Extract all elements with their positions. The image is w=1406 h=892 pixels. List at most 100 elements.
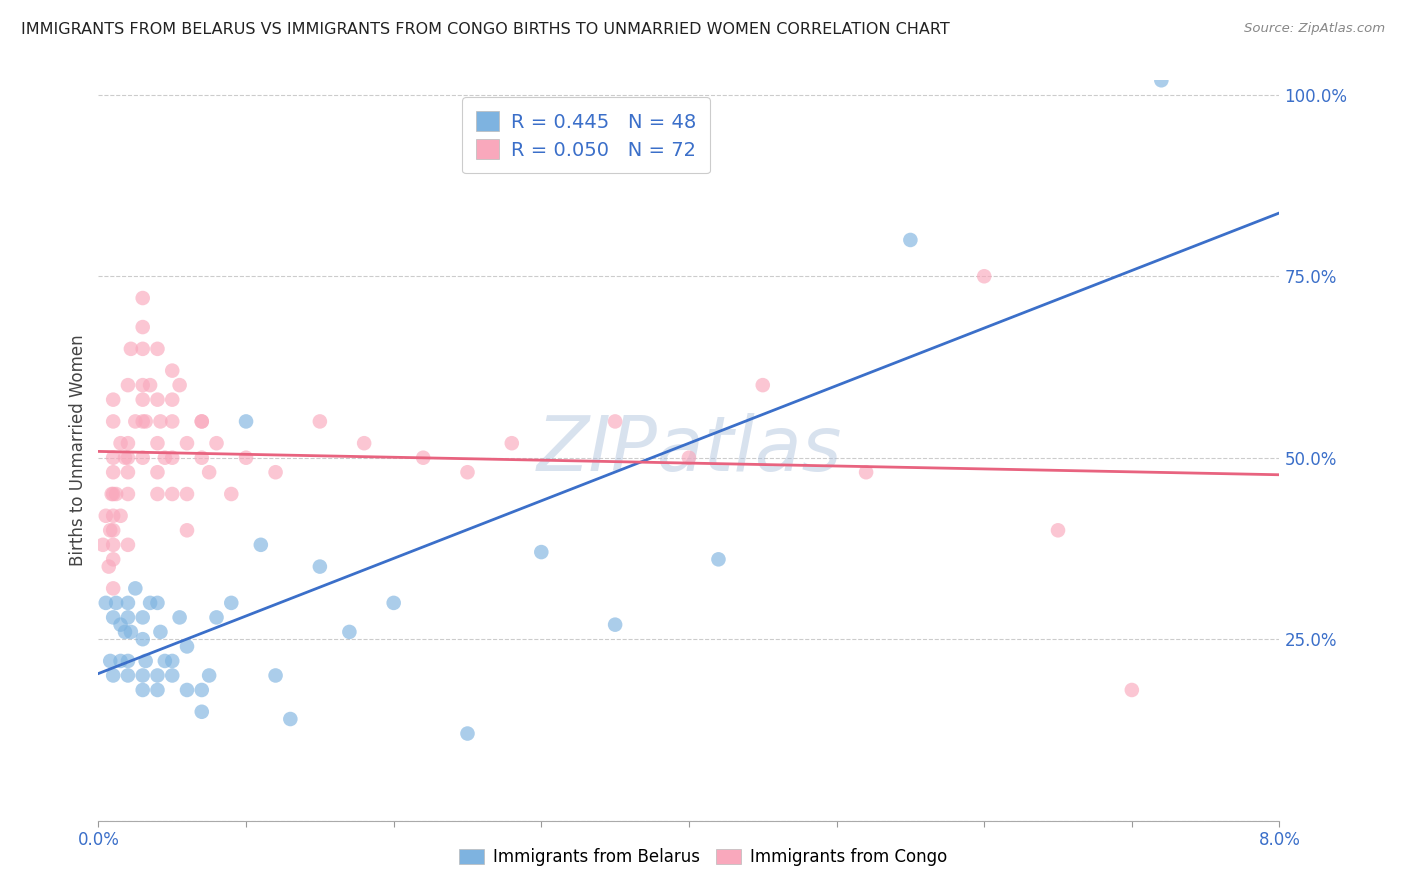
Point — [132, 450, 155, 465]
Point — [103, 524, 125, 538]
Point — [103, 450, 125, 465]
Point — [120, 342, 142, 356]
Point — [162, 363, 183, 377]
Point — [105, 487, 128, 501]
Point — [149, 624, 172, 639]
Point — [105, 596, 128, 610]
Point — [146, 342, 169, 356]
Point — [103, 487, 125, 501]
Point — [132, 392, 155, 407]
Y-axis label: Births to Unmarried Women: Births to Unmarried Women — [69, 334, 87, 566]
Point — [94, 596, 117, 610]
Point — [117, 450, 139, 465]
Point — [110, 436, 132, 450]
Text: IMMIGRANTS FROM BELARUS VS IMMIGRANTS FROM CONGO BIRTHS TO UNMARRIED WOMEN CORRE: IMMIGRANTS FROM BELARUS VS IMMIGRANTS FR… — [21, 22, 950, 37]
Point — [114, 624, 136, 639]
Point — [309, 414, 332, 428]
Point — [117, 538, 139, 552]
Point — [176, 524, 198, 538]
Point — [135, 414, 157, 428]
Point — [117, 610, 139, 624]
Point — [132, 668, 155, 682]
Point — [176, 640, 198, 654]
Point — [1150, 73, 1173, 87]
Point — [339, 624, 361, 639]
Point — [605, 617, 627, 632]
Point — [117, 654, 139, 668]
Point — [176, 487, 198, 501]
Point — [132, 291, 155, 305]
Point — [191, 414, 214, 428]
Point — [98, 524, 121, 538]
Point — [139, 378, 162, 392]
Point — [132, 378, 155, 392]
Point — [149, 414, 172, 428]
Point — [605, 414, 627, 428]
Point — [110, 654, 132, 668]
Point — [973, 269, 995, 284]
Point — [132, 610, 155, 624]
Point — [353, 436, 375, 450]
Point — [191, 683, 214, 698]
Point — [752, 378, 775, 392]
Point — [114, 450, 136, 465]
Point — [530, 545, 553, 559]
Point — [146, 465, 169, 479]
Point — [146, 668, 169, 682]
Point — [135, 654, 157, 668]
Point — [191, 414, 214, 428]
Point — [412, 450, 434, 465]
Point — [91, 538, 114, 552]
Point — [162, 668, 183, 682]
Point — [280, 712, 302, 726]
Point — [176, 683, 198, 698]
Point — [382, 596, 405, 610]
Text: ZIPatlas: ZIPatlas — [536, 414, 842, 487]
Point — [103, 538, 125, 552]
Point — [110, 617, 132, 632]
Point — [264, 465, 287, 479]
Point — [103, 668, 125, 682]
Point — [900, 233, 922, 247]
Text: Source: ZipAtlas.com: Source: ZipAtlas.com — [1244, 22, 1385, 36]
Point — [132, 683, 155, 698]
Point — [221, 487, 243, 501]
Point — [117, 668, 139, 682]
Point — [205, 436, 228, 450]
Legend: Immigrants from Belarus, Immigrants from Congo: Immigrants from Belarus, Immigrants from… — [451, 840, 955, 875]
Point — [146, 392, 169, 407]
Point — [132, 414, 155, 428]
Point — [309, 559, 332, 574]
Point — [103, 552, 125, 566]
Point — [1121, 683, 1143, 698]
Point — [855, 465, 877, 479]
Point — [169, 610, 191, 624]
Point — [191, 705, 214, 719]
Point — [153, 450, 176, 465]
Point — [146, 436, 169, 450]
Point — [264, 668, 287, 682]
Point — [117, 465, 139, 479]
Point — [97, 559, 120, 574]
Point — [162, 392, 183, 407]
Point — [1046, 524, 1070, 538]
Point — [132, 632, 155, 647]
Point — [117, 596, 139, 610]
Point — [103, 582, 125, 596]
Point — [205, 610, 228, 624]
Point — [457, 465, 479, 479]
Point — [124, 414, 146, 428]
Point — [153, 654, 176, 668]
Point — [146, 596, 169, 610]
Point — [124, 582, 146, 596]
Point — [176, 436, 198, 450]
Point — [707, 552, 730, 566]
Point — [678, 450, 700, 465]
Point — [250, 538, 273, 552]
Point — [146, 487, 169, 501]
Point — [117, 487, 139, 501]
Point — [162, 414, 183, 428]
Point — [117, 378, 139, 392]
Point — [103, 392, 125, 407]
Point — [94, 508, 117, 523]
